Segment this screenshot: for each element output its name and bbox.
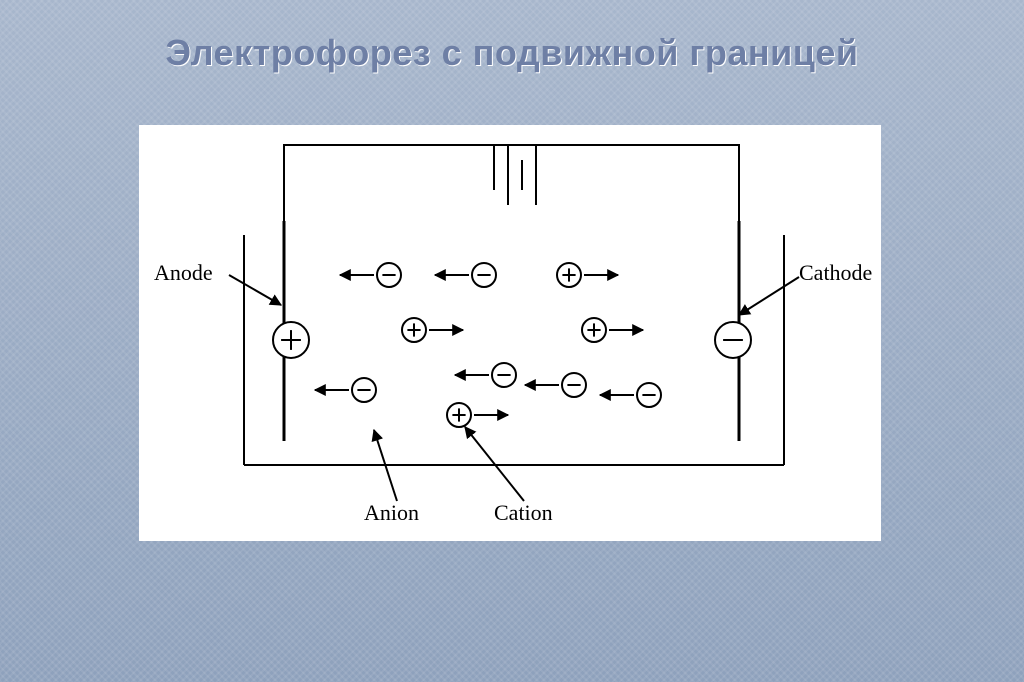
slide-title: Электрофорез с подвижной границей: [0, 32, 1024, 74]
cation-label: Cation: [494, 500, 553, 525]
slide: Электрофорез с подвижной границей Anode C…: [0, 0, 1024, 682]
electrophoresis-diagram: Anode Cathode Anion Cation: [139, 125, 881, 541]
anion-label: Anion: [364, 500, 419, 525]
anode-label: Anode: [154, 260, 213, 285]
diagram-svg: Anode Cathode Anion Cation: [139, 125, 881, 541]
cathode-label: Cathode: [799, 260, 872, 285]
